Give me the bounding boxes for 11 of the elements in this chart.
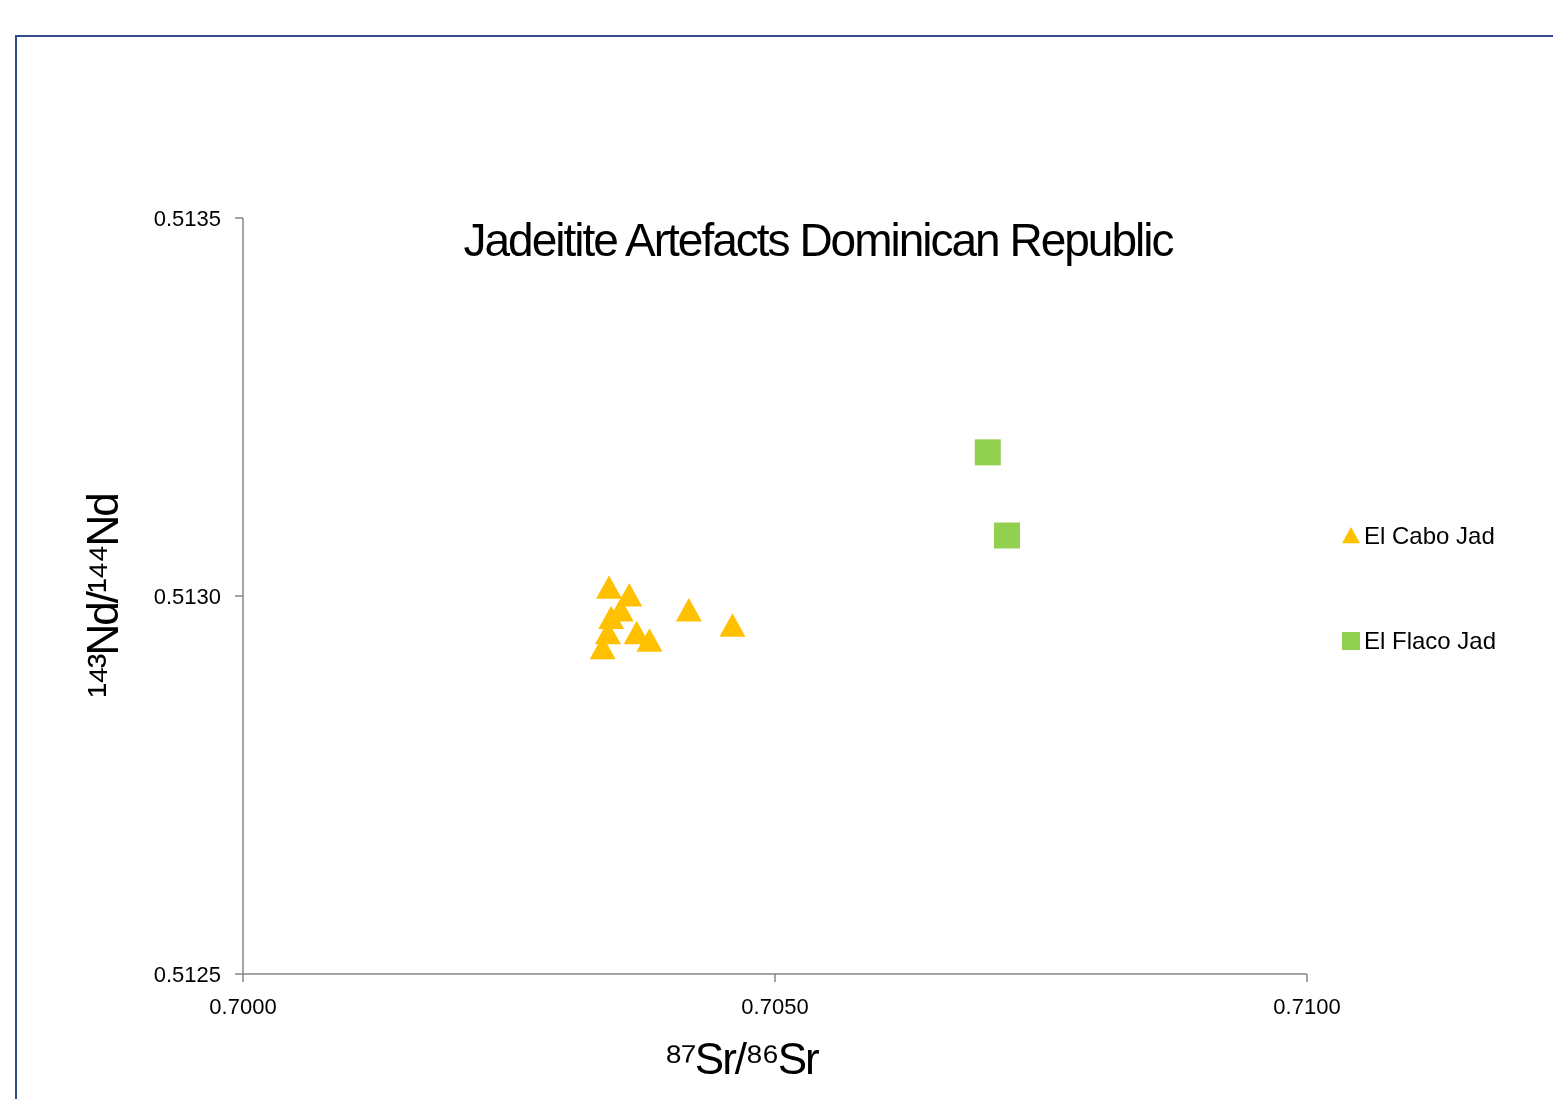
legend-label: El Cabo Jad: [1364, 522, 1495, 550]
y-tick-label: 0.5135: [153, 205, 221, 231]
x-tick-label: 0.7100: [1273, 994, 1341, 1019]
legend-label: El Flaco Jad: [1364, 627, 1497, 655]
y-axis-title: ¹⁴³Nd/¹⁴⁴Nd: [78, 494, 127, 698]
y-tick-label: 0.5130: [153, 583, 221, 609]
x-tick-label: 0.7000: [209, 994, 277, 1019]
chart-title: Jadeitite Artefacts Dominican Republic: [463, 214, 1174, 266]
x-tick-label: 0.7050: [741, 994, 809, 1019]
y-tick-label: 0.5125: [153, 961, 221, 987]
x-axis-title: ⁸⁷Sr/⁸⁶Sr: [664, 1034, 820, 1083]
